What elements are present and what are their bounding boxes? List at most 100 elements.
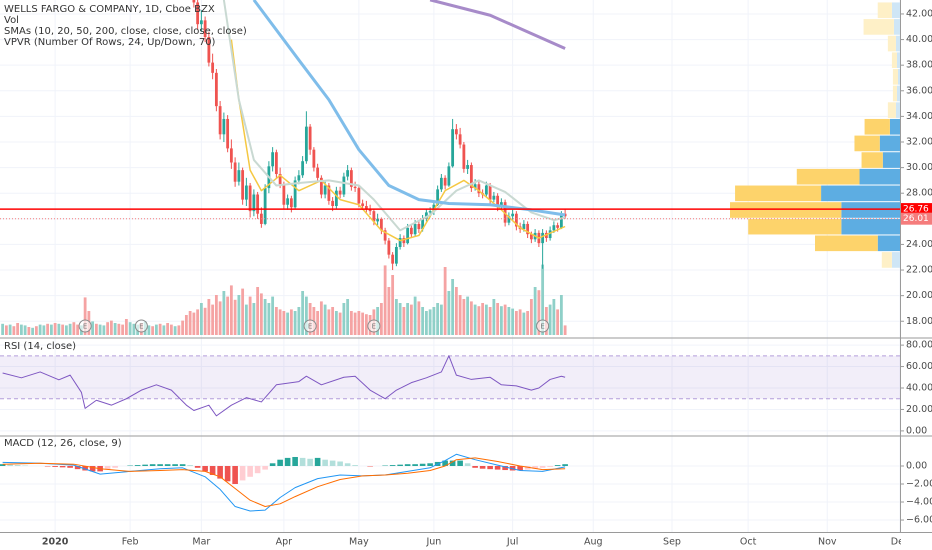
candle-body xyxy=(552,225,556,231)
candle-body xyxy=(349,170,353,187)
candle-body xyxy=(469,165,473,189)
macd-histogram-bar xyxy=(487,465,493,470)
vpvr-up xyxy=(859,168,900,185)
volume-bar xyxy=(424,311,428,335)
volume-bar xyxy=(113,323,117,335)
y-tick-label: 38.00 xyxy=(906,60,932,71)
candle-body xyxy=(376,218,380,222)
volume-bar xyxy=(331,307,335,335)
volume-bar xyxy=(31,327,35,335)
volume-bar xyxy=(244,304,248,335)
candle-body xyxy=(248,185,252,212)
vpvr-up xyxy=(882,152,900,168)
vpvr-down xyxy=(891,52,897,69)
candle-body xyxy=(447,166,451,186)
candle-body xyxy=(207,37,211,63)
macd-histogram-bar xyxy=(157,464,163,466)
candle-body xyxy=(496,195,500,208)
volume-bar xyxy=(109,320,113,335)
y-tick-label: 20.00 xyxy=(906,290,932,301)
volume-bar xyxy=(503,304,507,335)
candle-body xyxy=(316,167,320,178)
volume-bar xyxy=(342,303,346,335)
vpvr-up xyxy=(889,118,900,135)
candle-body xyxy=(334,190,338,207)
candle-body xyxy=(203,20,207,38)
volume-bar xyxy=(42,325,46,335)
volume-bar xyxy=(184,315,188,335)
rsi-band xyxy=(0,355,900,399)
candle-body xyxy=(458,134,462,145)
macd-histogram-bar xyxy=(247,465,253,477)
volume-bar xyxy=(323,304,327,335)
vpvr-down xyxy=(861,152,883,168)
volume-bar xyxy=(481,303,485,335)
candle-body xyxy=(211,62,215,73)
vpvr-up xyxy=(897,69,900,85)
volume-bar xyxy=(34,326,38,335)
volume-bar xyxy=(211,304,215,335)
volume-bar xyxy=(267,303,271,335)
candle-body xyxy=(308,126,312,150)
x-tick-label: Feb xyxy=(122,537,139,548)
volume-bar xyxy=(526,311,530,335)
vpvr-down xyxy=(887,35,896,52)
vpvr-down xyxy=(854,135,880,152)
candle-body xyxy=(286,198,290,205)
volume-bar xyxy=(196,309,200,335)
volume-bar xyxy=(473,304,477,335)
y-tick-label: 22.00 xyxy=(906,265,932,276)
volume-bar xyxy=(233,299,237,335)
legend-entry: Vol xyxy=(4,15,19,26)
candle-body xyxy=(252,194,256,212)
x-tick-label: Jul xyxy=(506,537,518,548)
candle-body xyxy=(237,170,241,182)
vpvr-down xyxy=(881,252,892,268)
event-marker xyxy=(78,319,92,333)
candle-body xyxy=(222,118,226,135)
volume-bar xyxy=(151,326,155,335)
volume-bar xyxy=(361,312,365,335)
candle-body xyxy=(466,165,470,169)
macd-histogram-bar xyxy=(442,460,448,466)
macd-histogram-bar xyxy=(187,465,193,466)
volume-bar xyxy=(398,303,402,335)
candle-body xyxy=(563,213,567,217)
volume-bar xyxy=(436,303,440,335)
volume-bar xyxy=(282,311,286,335)
volume-bar xyxy=(552,299,556,335)
volume-bar xyxy=(466,296,470,335)
x-tick-label: Dec xyxy=(891,537,909,548)
volume-bar xyxy=(548,304,552,335)
macd-histogram-bar xyxy=(104,465,111,470)
macd-histogram-bar xyxy=(412,464,418,466)
macd-histogram-bar xyxy=(337,461,343,466)
candle-body xyxy=(196,2,200,25)
x-tick-label: Mar xyxy=(192,537,210,548)
candle-body xyxy=(214,72,218,107)
candle-body xyxy=(406,227,410,244)
volume-bar xyxy=(319,301,323,335)
event-label: E xyxy=(83,323,87,331)
candle-body xyxy=(338,190,342,195)
volume-bar xyxy=(16,323,20,335)
volume-bar xyxy=(409,304,413,335)
volume-bar xyxy=(214,295,218,335)
event-marker xyxy=(303,319,317,333)
event-label: E xyxy=(540,323,544,331)
macd-histogram-bar xyxy=(172,464,178,466)
candle-body xyxy=(282,184,286,205)
x-tick-label: Nov xyxy=(818,537,837,548)
volume-bar xyxy=(162,325,166,335)
vpvr-down xyxy=(730,202,842,218)
volume-bar xyxy=(522,312,526,335)
volume-bar xyxy=(518,309,522,335)
candle-body xyxy=(361,203,365,207)
chart-title: WELLS FARGO & COMPANY, 1D, Cboe BZX xyxy=(4,4,215,15)
candle-body xyxy=(346,170,350,177)
vpvr-down xyxy=(892,85,897,102)
macd-histogram-bar xyxy=(329,460,336,466)
candle-body xyxy=(244,185,248,200)
macd-histogram-bar xyxy=(547,465,553,467)
